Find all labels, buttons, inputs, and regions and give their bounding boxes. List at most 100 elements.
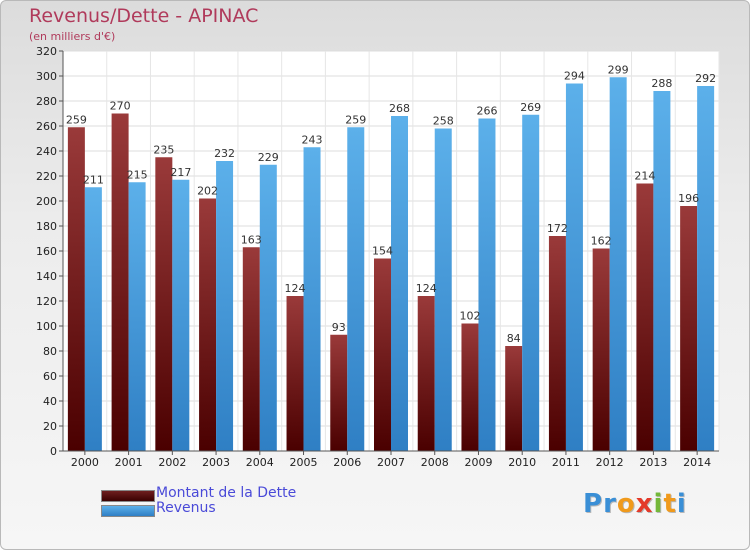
bar-revenus [128, 182, 146, 451]
data-label-dette: 124 [416, 282, 437, 295]
bar-revenus [347, 127, 365, 451]
data-labels: 259 211 270 215 235 217 202 232 163 229 124 243 93 25… [66, 63, 716, 345]
logo-letter: x [635, 489, 654, 519]
data-label-dette: 270 [110, 100, 131, 113]
bar-dette [592, 248, 610, 451]
x-tick-label: 2008 [421, 456, 449, 469]
legend-label-dette: Montant de la Dette [156, 485, 297, 501]
y-tick-label: 80 [43, 345, 57, 358]
bar-revenus [434, 128, 452, 451]
bar-revenus [303, 147, 321, 451]
data-label-dette: 93 [332, 321, 346, 334]
y-tick-label: 60 [43, 370, 57, 383]
y-tick-label: 20 [43, 420, 57, 433]
y-tick-label: 240 [36, 145, 57, 158]
data-label-dette: 259 [66, 113, 87, 126]
y-tick-label: 260 [36, 120, 57, 133]
bar-revenus [172, 179, 190, 451]
data-label-revenus: 259 [345, 113, 366, 126]
data-label-revenus: 294 [564, 70, 585, 83]
data-label-revenus: 215 [127, 168, 148, 181]
x-tick-label: 2001 [115, 456, 143, 469]
bar-dette [286, 296, 304, 451]
bar-dette [111, 113, 129, 451]
legend-swatch-revenus [101, 505, 155, 517]
bar-revenus [653, 91, 671, 451]
x-tick-label: 2007 [377, 456, 405, 469]
x-tick-label: 2000 [71, 456, 99, 469]
bar-dette [548, 236, 566, 451]
y-tick-label: 280 [36, 95, 57, 108]
data-label-dette: 196 [678, 192, 699, 205]
data-label-revenus: 243 [302, 133, 323, 146]
logo-letter: P [583, 489, 604, 519]
x-tick-label: 2009 [464, 456, 492, 469]
x-tick-label: 2004 [246, 456, 274, 469]
bar-dette [155, 157, 173, 451]
data-label-dette: 162 [591, 235, 612, 248]
data-label-dette: 163 [241, 233, 262, 246]
bar-revenus [609, 77, 627, 451]
bar-dette [199, 198, 217, 451]
bar-dette [374, 258, 391, 451]
logo-letter: o [616, 489, 636, 519]
bar-revenus [478, 118, 496, 451]
data-label-dette: 172 [547, 222, 568, 235]
logo-letter: t [663, 489, 677, 519]
bar-dette [242, 247, 260, 451]
data-label-revenus: 217 [170, 166, 191, 179]
x-tick-label: 2010 [508, 456, 536, 469]
y-tick-label: 40 [43, 395, 57, 408]
axes: 0 20 40 60 80 100 120 140 160 180 200 220 240 260 280 3… [36, 45, 719, 469]
data-label-dette: 202 [197, 185, 218, 198]
bar-dette [67, 127, 85, 451]
proxiti-logo: Proxiti [583, 489, 687, 519]
y-tick-label: 320 [36, 45, 57, 58]
data-label-revenus: 268 [389, 102, 410, 115]
bar-revenus [565, 83, 583, 451]
x-tick-label: 2005 [290, 456, 318, 469]
data-label-dette: 235 [153, 143, 174, 156]
y-tick-label: 180 [36, 220, 57, 233]
x-tick-label: 2013 [639, 456, 667, 469]
data-label-dette: 84 [507, 332, 521, 345]
x-tick-label: 2011 [552, 456, 580, 469]
legend-label-revenus: Revenus [156, 500, 216, 516]
data-label-dette: 102 [459, 310, 480, 323]
y-tick-label: 200 [36, 195, 57, 208]
logo-letter: i [653, 489, 664, 519]
bars [67, 77, 715, 451]
logo-letter: i [676, 489, 687, 519]
y-tick-label: 140 [36, 270, 57, 283]
x-tick-label: 2003 [202, 456, 230, 469]
y-tick-label: 0 [50, 445, 57, 458]
y-tick-label: 300 [36, 70, 57, 83]
x-tick-label: 2002 [158, 456, 186, 469]
bar-revenus [391, 116, 408, 451]
y-tick-label: 220 [36, 170, 57, 183]
bar-revenus [259, 164, 277, 451]
x-tick-label: 2006 [333, 456, 361, 469]
logo-letter: r [603, 489, 617, 519]
data-label-dette: 124 [285, 282, 306, 295]
bar-dette [461, 323, 479, 451]
data-label-revenus: 288 [651, 77, 672, 90]
bar-dette [636, 183, 654, 451]
bar-dette [417, 296, 435, 451]
data-label-dette: 214 [634, 170, 655, 183]
data-label-revenus: 269 [520, 101, 541, 114]
data-label-revenus: 292 [695, 72, 716, 85]
data-label-revenus: 232 [214, 147, 235, 160]
y-tick-label: 120 [36, 295, 57, 308]
y-tick-label: 160 [36, 245, 57, 258]
bar-dette [680, 206, 698, 451]
bar-revenus [522, 114, 540, 451]
x-tick-label: 2012 [596, 456, 624, 469]
data-label-revenus: 299 [608, 63, 629, 76]
x-tick-label: 2014 [683, 456, 711, 469]
chart-subtitle: (en milliers d'€) [29, 30, 116, 43]
data-label-revenus: 266 [476, 105, 497, 118]
data-label-revenus: 211 [83, 173, 104, 186]
